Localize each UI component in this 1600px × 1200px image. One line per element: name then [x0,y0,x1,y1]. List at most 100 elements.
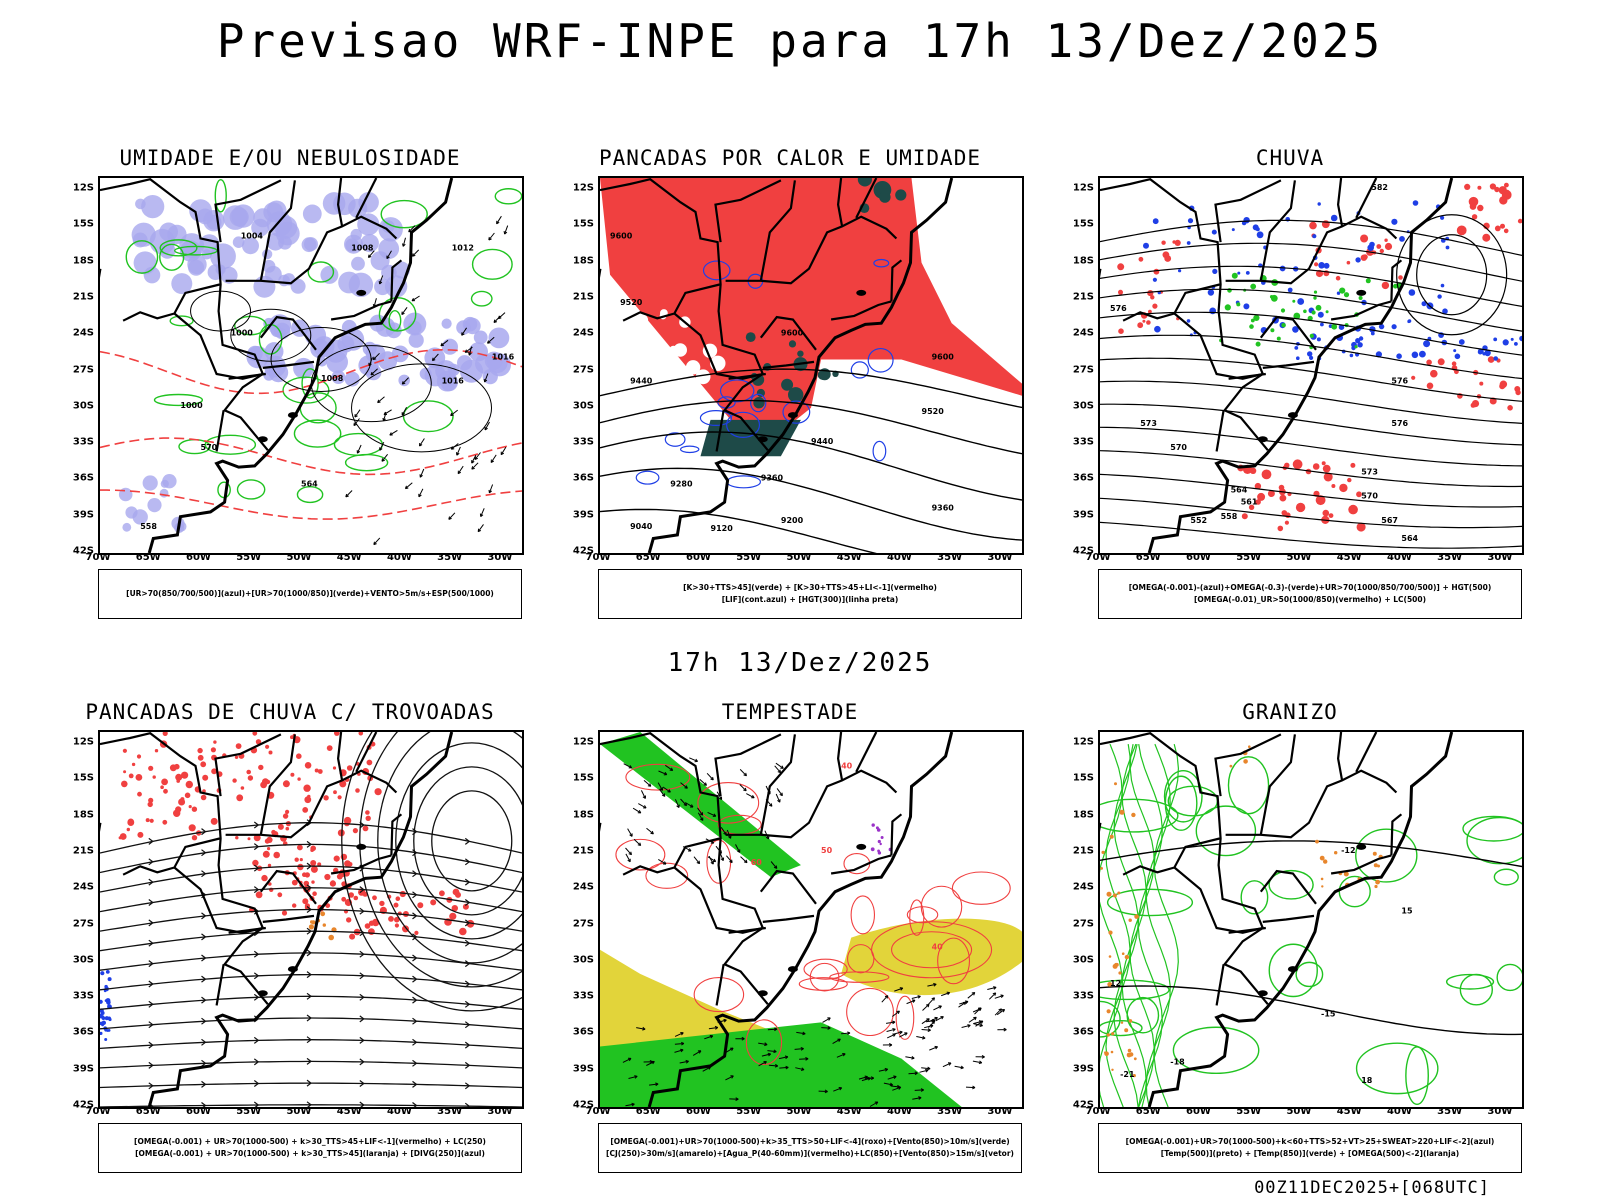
field-blob [797,350,804,357]
legend-line: [CJ(250)>30m/s](amarelo)+[Agua_P(40-60mm… [606,1149,1014,1158]
field-blob [1504,189,1510,195]
wind-vector-head [448,516,452,520]
contour-line [1100,334,1522,380]
wind-vector [958,1001,967,1008]
field-blob [136,754,142,759]
wind-vector [767,1050,777,1053]
wind-vector [908,1072,918,1075]
lat-axis: 12S 15S 18S 21S 24S 27S 30S 33S 36S 39S 42S [1058,176,1098,557]
wind-vector [633,838,642,846]
state-border [622,837,720,876]
wind-vector-head [735,1097,739,1102]
wind-vector-head [647,783,652,787]
wind-vector-head [785,1065,789,1070]
contour-ring [1100,1000,1121,1038]
wind-vector-head [764,1042,768,1047]
wind-vector-head [450,412,454,417]
contour-line [1100,840,1522,868]
field-blob [1270,294,1278,302]
wind-vector-head [471,466,475,470]
lon-tick-label: 60W [1185,1106,1211,1117]
state-border [330,854,392,875]
lon-tick-label: 30W [487,552,513,563]
field-blob [247,837,251,841]
streamline-arrow [464,1021,471,1029]
state-border [1355,178,1378,219]
streamline [100,1039,522,1050]
field-blob [441,338,458,355]
lat-tick-label: 36S [72,1026,94,1038]
field-blob [398,374,411,387]
contour-ring [1396,214,1508,336]
wind-vector-head [401,311,405,316]
contour-label: 60 [751,858,763,867]
state-border [262,914,315,923]
field-blob [1292,326,1299,333]
field-blob [1241,513,1248,520]
lat-tick-label: 39S [1072,1063,1094,1075]
field-blob [179,233,205,258]
field-blob [175,773,183,781]
lon-tick-label: 40W [386,1106,412,1117]
state-border [122,283,220,322]
field-blob [353,895,359,901]
field-blob [175,806,182,813]
state-border [714,733,782,797]
contour-label: 1004 [241,232,264,241]
field-blob [1237,271,1241,275]
field-blob [1256,231,1264,239]
contour-label: 9520 [620,298,643,307]
lat-tick-label: 24S [572,881,594,893]
field-blob [1503,228,1509,234]
wind-vector-head [663,771,668,776]
field-blob [781,378,794,391]
field-blob [334,732,340,736]
wind-vector-head [938,1005,942,1009]
wind-vector-head [667,789,671,793]
contour-ring [431,790,513,892]
field-blob [1499,196,1508,205]
lake [257,990,268,997]
field-blob [296,753,302,759]
legend-line: [OMEGA(-0.001)+UR>70(1000-500)+k<60+TTS>… [1125,1137,1495,1146]
state-border [759,734,796,836]
field-blob [1126,1052,1132,1058]
streamline-arrow [306,971,312,979]
map-frame: 582 576 576 576 573 573 570 570 564 561 558 567 564 5… [1098,176,1524,555]
field-blob [1243,759,1248,764]
field-blob [1378,323,1385,330]
field-blob [384,275,408,298]
lon-tick-label: 35W [1437,552,1463,563]
lake [757,990,768,997]
contour-ring [625,763,691,791]
field-blob [159,488,169,498]
field-blob [1270,328,1275,333]
field-blob [1231,272,1238,279]
field-blob [1331,323,1338,330]
field-blob [1477,204,1484,212]
field-blob [1502,339,1509,346]
jet-stream-area [841,918,1022,996]
wind-vector-head [993,986,997,990]
wind-vector-head [971,992,976,996]
wind-vector [490,454,497,463]
contour-ring [1106,888,1194,917]
field-blob [1253,314,1260,321]
field-blob [304,762,312,769]
field-blob [285,809,290,814]
wind-vector-head [401,381,406,385]
wind-vector-head [743,859,748,864]
state-border [1228,372,1266,380]
state-border [330,300,392,321]
wind-vector-head [353,422,357,427]
state-border [228,372,266,380]
wind-vector-head [680,1048,684,1053]
field-blob [368,920,375,926]
wind-vector-head [751,795,755,799]
field-blob [1519,335,1522,342]
contour-ring [125,240,159,274]
field-blob [302,204,322,224]
lat-tick-label: 33S [572,990,594,1002]
contour-ring [159,243,185,271]
field-blob [1338,324,1345,330]
